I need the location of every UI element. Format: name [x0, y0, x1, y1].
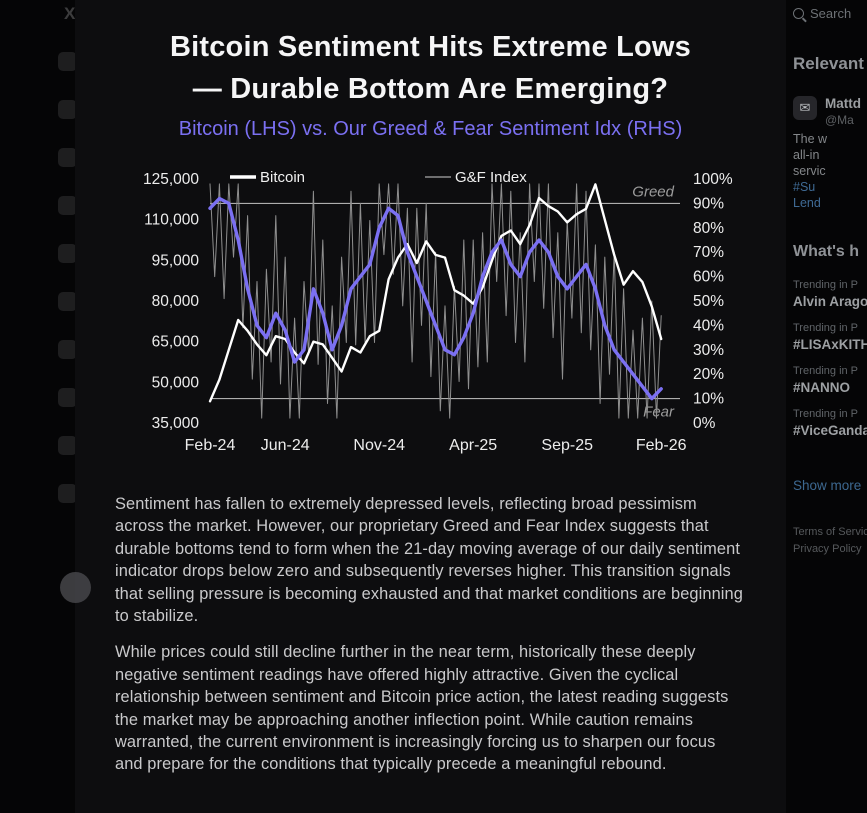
nav-icon[interactable]	[58, 292, 75, 311]
y-left-tick: 35,000	[152, 415, 200, 432]
y-right-tick: 50%	[693, 293, 724, 310]
show-more-link[interactable]: Show more	[793, 478, 862, 493]
nav-icon[interactable]	[58, 148, 75, 167]
y-right-tick: 40%	[693, 317, 724, 334]
chart-svg: Greed Fear 125,000 110,000 95,000 80,000 65,00…	[143, 169, 733, 454]
y-left-tick: 125,000	[143, 171, 199, 188]
title-line-1: Bitcoin Sentiment Hits Extreme Lows	[169, 31, 692, 63]
search-box[interactable]: Search	[793, 6, 851, 21]
x-tick: Jun-24	[261, 437, 310, 454]
right-sidebar: Search Relevant ✉ Mattd @Ma The w all-in…	[791, 0, 867, 813]
y-right-tick: 100%	[693, 171, 733, 188]
trend-item[interactable]: Trending in P #NANNO	[793, 365, 858, 395]
y-left-tick: 80,000	[152, 293, 200, 310]
nav-icon[interactable]	[58, 100, 75, 119]
trend-topic: #NANNO	[793, 380, 851, 395]
profile-card[interactable]: ✉ Mattd @Ma	[793, 96, 861, 127]
y-right-tick: 60%	[693, 269, 724, 286]
profile-handle: @Ma	[825, 113, 854, 127]
article-card: Bitcoin Sentiment Hits Extreme Lows — Du…	[75, 0, 786, 813]
relevant-people-heading: Relevant	[793, 54, 864, 73]
trend-context: Trending in P	[793, 365, 859, 377]
y-right-tick: 0%	[693, 415, 716, 432]
avatar: ✉	[793, 96, 817, 120]
trend-item[interactable]: Trending in P #ViceGanda	[793, 408, 867, 438]
profile-bio: The w all-in servic #Su Lend	[793, 131, 827, 211]
x-tick: Apr-25	[449, 437, 497, 454]
y-right-tick: 70%	[693, 244, 724, 261]
y-right-tick: 10%	[693, 391, 724, 408]
y-right-tick: 20%	[693, 366, 724, 383]
trend-topic: Alvin Aragon	[793, 294, 867, 309]
y-left-tick: 65,000	[152, 334, 200, 351]
trend-topic: #ViceGanda	[793, 423, 867, 438]
bio-hashtag-link[interactable]: #Su	[793, 180, 816, 194]
analysis-paragraph-1: Sentiment has fallen to extremely depres…	[115, 495, 743, 626]
nav-avatar-button[interactable]	[60, 572, 91, 603]
sidebar-footer: Terms of Service Privacy Policy	[793, 524, 867, 558]
nav-icon[interactable]	[58, 388, 75, 407]
y-left-tick: 95,000	[152, 252, 200, 269]
trend-context: Trending in P	[793, 322, 859, 334]
trend-item[interactable]: Trending in P Alvin Aragon	[793, 279, 867, 309]
nav-icon[interactable]	[58, 196, 75, 215]
nav-icon[interactable]	[58, 436, 75, 455]
search-icon	[793, 8, 804, 19]
y-right-tick: 30%	[693, 342, 724, 359]
y-right-tick: 90%	[693, 195, 724, 212]
x-tick: Nov-24	[353, 437, 405, 454]
x-tick: Sep-25	[541, 437, 593, 454]
series-bitcoin	[208, 183, 663, 403]
page-title: Bitcoin Sentiment Hits Extreme Lows — Du…	[75, 26, 786, 110]
series-sentiment-21-day-moving-average	[208, 196, 663, 401]
nav-icon[interactable]	[58, 52, 75, 71]
x-logo-icon[interactable]: X	[64, 4, 75, 23]
footer-link[interactable]: Terms of Service	[793, 526, 867, 538]
nav-icon[interactable]	[58, 340, 75, 359]
legend-label: Bitcoin	[260, 169, 305, 186]
search-label: Search	[810, 6, 852, 21]
analysis-paragraph-2: While prices could still decline further…	[115, 643, 729, 774]
y-left-tick: 110,000	[144, 212, 199, 229]
trend-context: Trending in P	[793, 408, 859, 420]
bio-line: The w	[793, 132, 828, 146]
annotation-greed: Greed	[632, 183, 674, 200]
bio-line: servic	[793, 164, 826, 178]
sentiment-chart: Greed Fear 125,000 110,000 95,000 80,000 65,00…	[105, 161, 755, 463]
annotation-fear: Fear	[643, 404, 675, 421]
legend-label: G&F Index	[455, 169, 527, 186]
bio-hashtag-link[interactable]: Lend	[793, 196, 821, 210]
nav-icon[interactable]	[58, 244, 75, 263]
left-nav-rail: X	[0, 0, 75, 813]
bio-line: all-in	[793, 148, 820, 162]
y-left-tick: 50,000	[152, 374, 200, 391]
footer-link[interactable]: Privacy Policy	[793, 543, 862, 555]
nav-icon[interactable]	[58, 484, 75, 503]
trend-context: Trending in P	[793, 279, 859, 291]
series-g-f-index-daily-	[209, 183, 662, 419]
trend-item[interactable]: Trending in P #LISAxKITH	[793, 322, 867, 352]
article-body: Sentiment has fallen to extremely depres…	[115, 493, 746, 776]
trend-topic: #LISAxKITH	[793, 337, 867, 352]
whats-happening-heading: What's h	[793, 243, 860, 260]
x-tick: Feb-24	[185, 437, 236, 454]
y-right-tick: 80%	[693, 220, 724, 237]
profile-name: Mattd	[825, 96, 861, 111]
chart-title: Bitcoin (LHS) vs. Our Greed & Fear Senti…	[178, 118, 683, 140]
title-line-2: — Durable Bottom Are Emerging?	[192, 73, 669, 105]
x-tick: Feb-26	[636, 437, 687, 454]
